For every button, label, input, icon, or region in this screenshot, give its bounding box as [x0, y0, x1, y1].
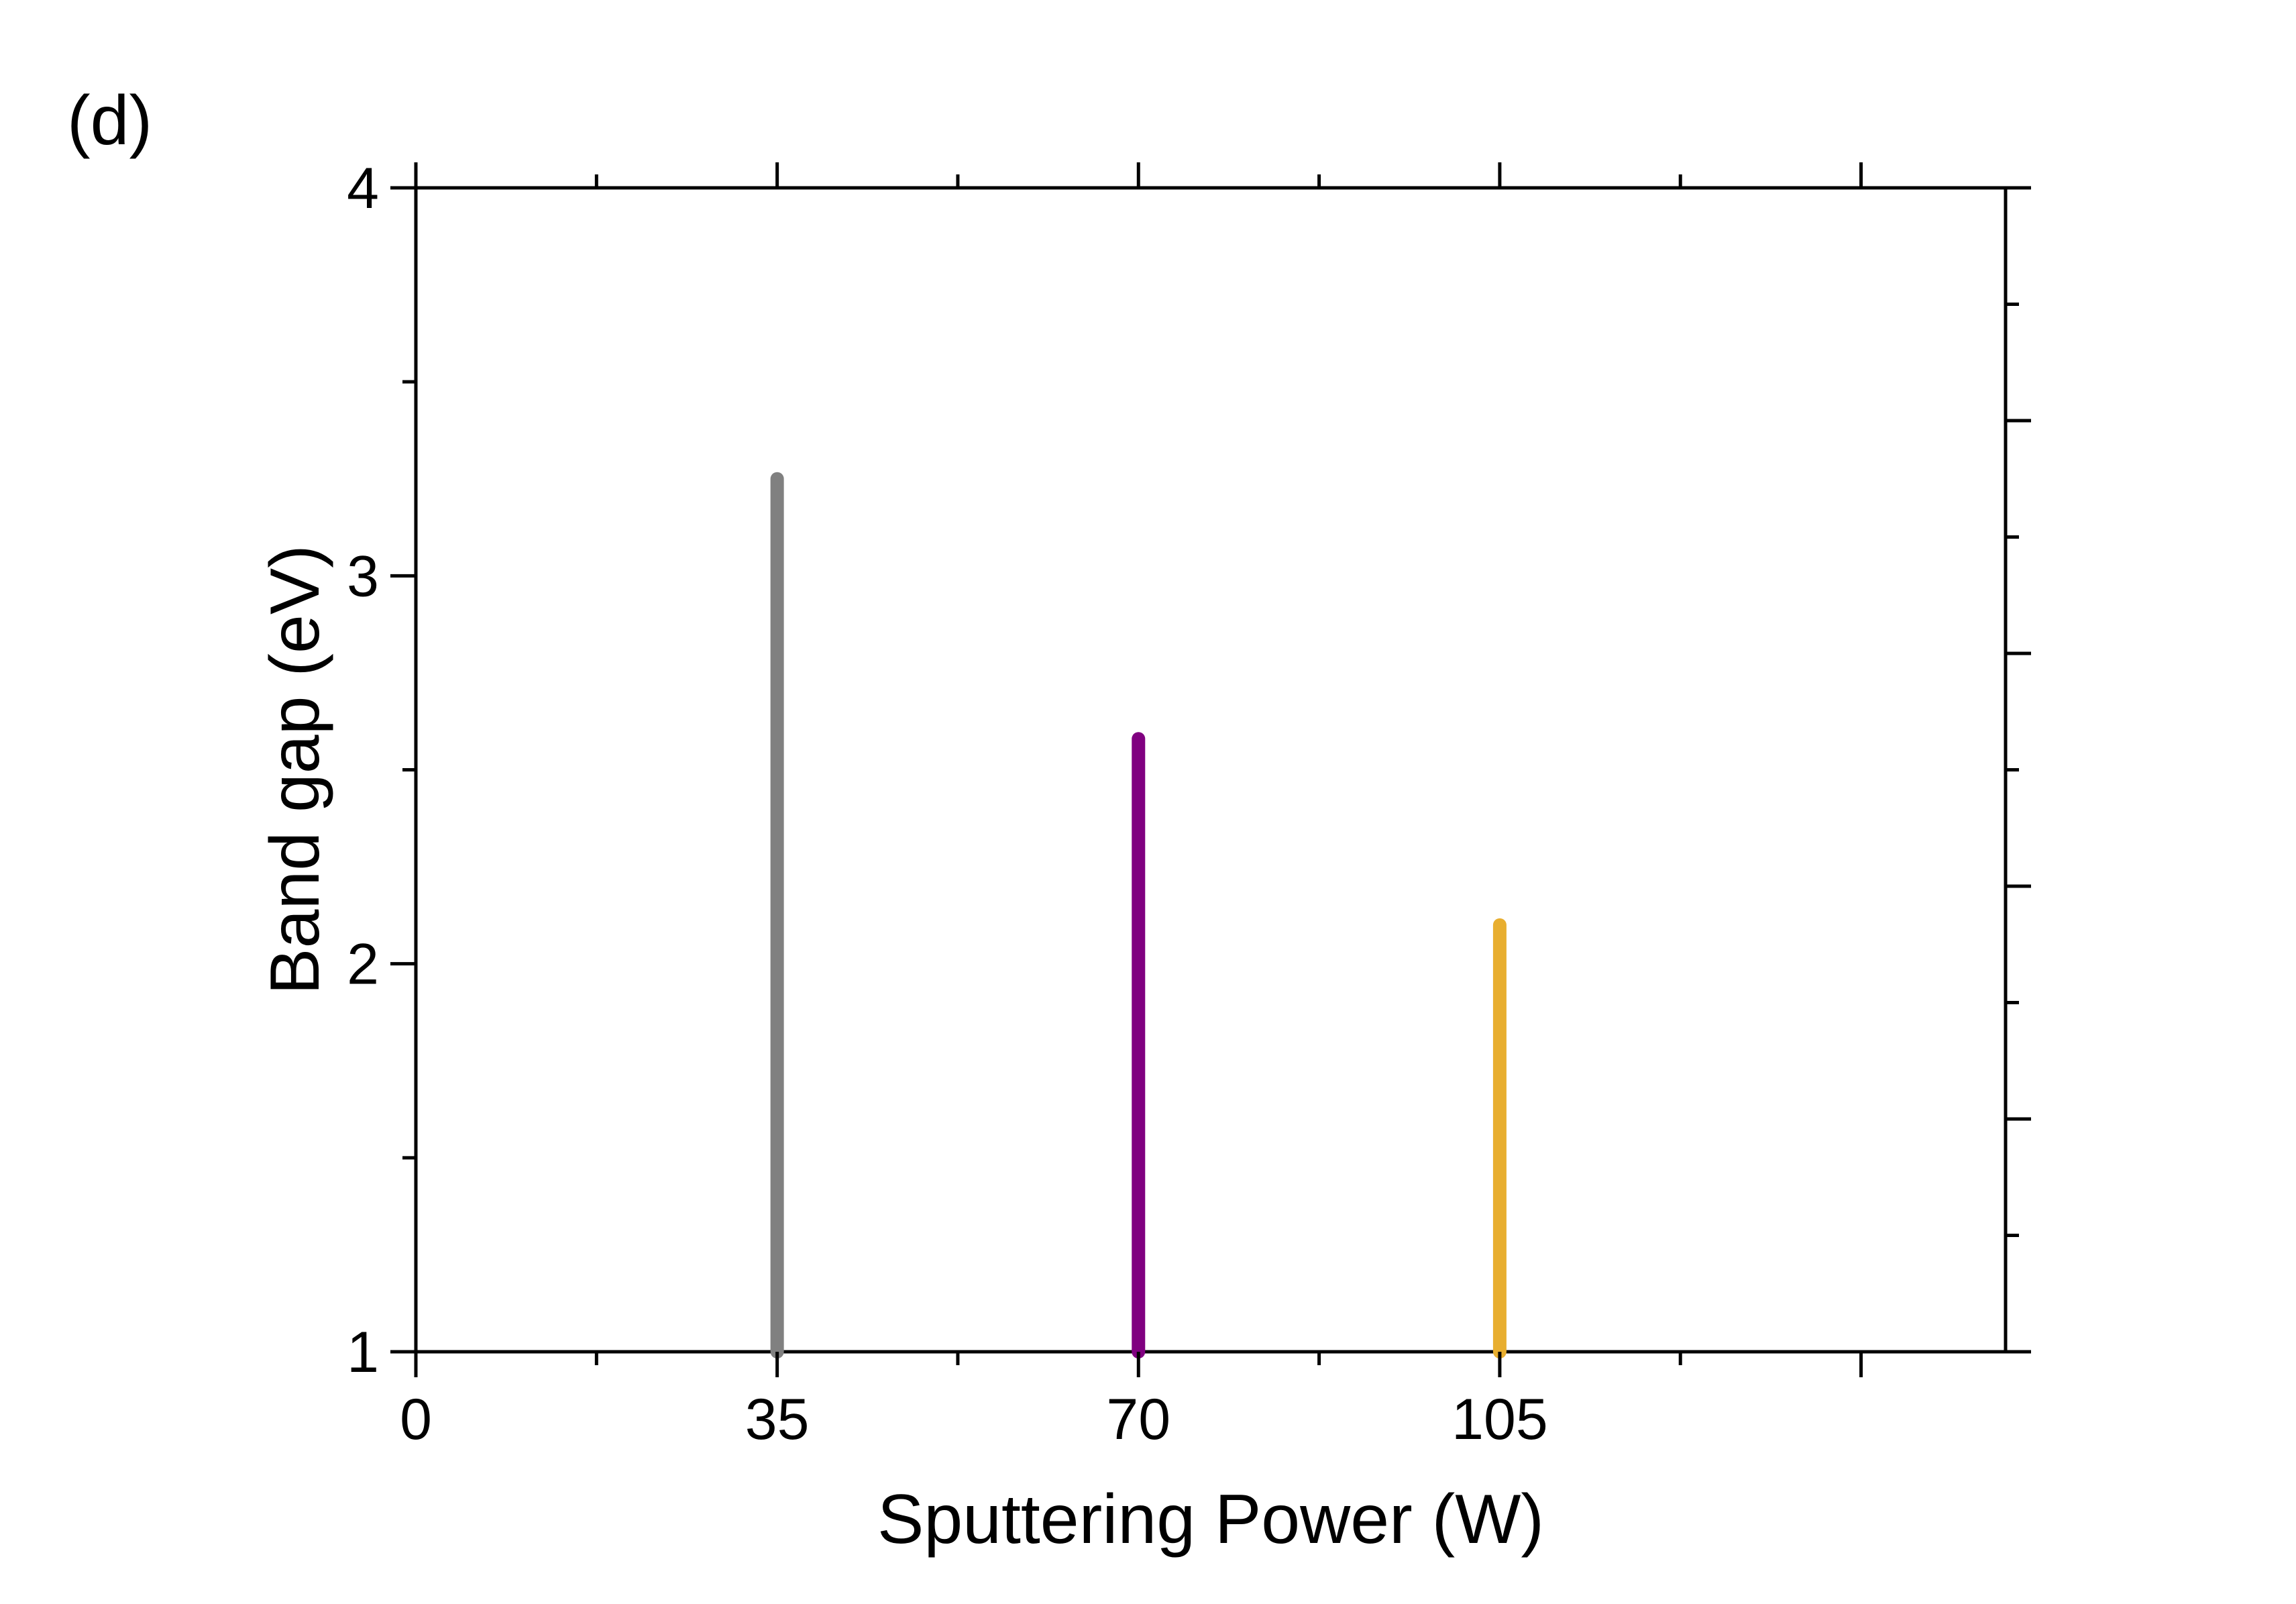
- x-axis-ticks: 0 35 70 105: [400, 162, 1863, 1452]
- y-tick-label: 3: [347, 544, 379, 608]
- plot-frame: [414, 186, 2008, 1354]
- y-tick-label: 2: [347, 932, 379, 997]
- y-tick-label: 4: [347, 156, 379, 221]
- x-tick-label: 105: [1452, 1387, 1548, 1452]
- y-axis-ticks: 1 2 3 4: [347, 156, 2031, 1385]
- x-tick-label: 35: [745, 1387, 810, 1452]
- x-tick-label: 0: [400, 1387, 432, 1452]
- bar-series: [770, 472, 1507, 1358]
- panel-label: (d): [67, 82, 152, 160]
- plot-axes: [414, 186, 2008, 1354]
- x-axis-title: Sputtering Power (W): [877, 1481, 1544, 1558]
- x-tick-label: 70: [1106, 1387, 1170, 1452]
- y-tick-label: 1: [347, 1320, 379, 1385]
- y-axis-title: Band gap (eV): [256, 545, 334, 995]
